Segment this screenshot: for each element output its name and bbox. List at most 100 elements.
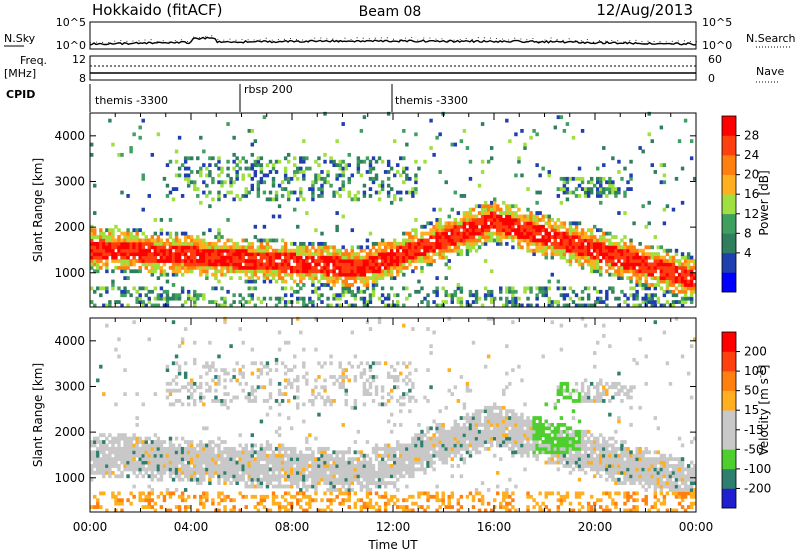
velocity-cell xyxy=(402,402,406,407)
velocity-cell xyxy=(329,467,333,472)
power-cell xyxy=(405,166,409,171)
power-cell xyxy=(129,248,133,253)
velocity-cell xyxy=(286,416,291,420)
velocity-cell xyxy=(141,498,145,503)
power-cell xyxy=(650,272,654,277)
power-cell xyxy=(350,293,355,298)
power-cell xyxy=(496,207,500,212)
velocity-cell xyxy=(199,381,203,386)
power-cell xyxy=(480,159,485,164)
velocity-cell xyxy=(114,450,118,455)
velocity-cell xyxy=(320,460,324,465)
velocity-cell xyxy=(226,392,230,396)
power-cell xyxy=(217,238,221,243)
velocity-cell xyxy=(229,460,233,465)
velocity-cell xyxy=(138,464,142,468)
velocity-cell xyxy=(144,470,148,475)
power-cell xyxy=(220,180,224,185)
power-cell xyxy=(150,269,155,274)
velocity-cell xyxy=(283,508,288,513)
power-cell xyxy=(371,286,376,291)
power-cell xyxy=(117,245,121,250)
velocity-cell xyxy=(105,453,109,458)
power-cell xyxy=(583,259,588,263)
power-cell xyxy=(653,255,658,260)
power-cell xyxy=(393,259,397,263)
velocity-cell xyxy=(208,474,212,479)
velocity-cell xyxy=(238,508,242,513)
velocity-cell xyxy=(93,464,97,468)
power-cell xyxy=(171,293,176,298)
velocity-cell xyxy=(183,488,188,492)
power-cell xyxy=(408,262,412,267)
velocity-cell xyxy=(302,481,306,486)
velocity-cell xyxy=(208,460,212,465)
power-cell xyxy=(220,303,224,308)
velocity-cell xyxy=(214,375,218,379)
velocity-cell xyxy=(396,440,400,444)
velocity-cell xyxy=(432,494,436,499)
power-cell xyxy=(235,252,239,257)
velocity-cell xyxy=(332,467,336,472)
power-cell xyxy=(589,303,594,308)
power-cell xyxy=(123,252,127,257)
power-cell xyxy=(199,170,203,174)
velocity-cell xyxy=(253,464,258,468)
power-cell xyxy=(277,252,282,257)
power-cell xyxy=(374,190,379,195)
power-cell xyxy=(262,238,267,243)
velocity-cell xyxy=(438,446,442,451)
power-cell xyxy=(571,300,576,304)
power-cell xyxy=(171,187,176,191)
velocity-cell xyxy=(253,388,258,393)
power-cell xyxy=(511,245,515,250)
power-cell xyxy=(641,269,645,274)
velocity-cell xyxy=(423,433,427,438)
power-cell xyxy=(274,197,279,202)
velocity-cell xyxy=(371,464,376,468)
velocity-cell xyxy=(168,392,173,396)
velocity-cell xyxy=(232,450,236,455)
velocity-cell xyxy=(302,477,306,482)
velocity-cell xyxy=(177,446,182,451)
velocity-cell xyxy=(277,412,282,417)
power-cell xyxy=(565,228,570,233)
power-cell xyxy=(586,241,591,246)
power-cell xyxy=(483,217,488,222)
velocity-cell xyxy=(338,457,342,462)
power-cell xyxy=(314,289,318,294)
velocity-cell xyxy=(199,477,203,482)
velocity-cell xyxy=(314,484,318,489)
power-cell xyxy=(502,221,506,226)
velocity-cell xyxy=(341,457,345,462)
velocity-cell xyxy=(226,467,230,472)
velocity-cell xyxy=(296,453,300,458)
power-cell xyxy=(599,235,603,239)
power-cell xyxy=(347,289,351,294)
power-cell xyxy=(550,303,554,308)
velocity-cell xyxy=(271,498,276,503)
power-cell xyxy=(250,183,255,188)
power-cell xyxy=(617,190,621,195)
velocity-cell xyxy=(120,460,124,465)
power-cell xyxy=(232,197,236,202)
power-cell xyxy=(299,248,303,253)
power-cell xyxy=(317,173,321,178)
velocity-cell xyxy=(311,477,315,482)
power-cell xyxy=(559,286,564,291)
power-cell xyxy=(247,248,251,253)
power-cell xyxy=(129,269,133,274)
power-cell xyxy=(596,252,600,257)
power-cell xyxy=(347,286,351,291)
power-cell xyxy=(365,286,370,291)
power-cell xyxy=(605,289,609,294)
velocity-cell xyxy=(389,453,394,458)
velocity-cell xyxy=(377,481,382,486)
power-cell xyxy=(111,286,115,291)
power-cell xyxy=(90,235,94,239)
velocity-cell xyxy=(126,464,130,468)
power-cell xyxy=(144,262,148,267)
power-cell xyxy=(656,296,661,301)
velocity-cell xyxy=(229,464,233,468)
power-cell xyxy=(135,248,139,253)
